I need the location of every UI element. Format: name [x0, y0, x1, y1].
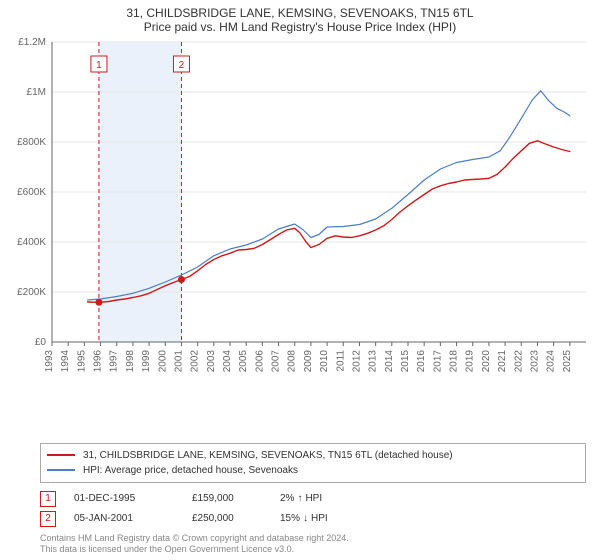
footer-line-1: Contains HM Land Registry data © Crown c… — [40, 533, 586, 545]
x-tick-label: 2004 — [222, 350, 233, 373]
x-tick-label: 2010 — [319, 350, 330, 373]
annotation-suffix: HPI — [311, 513, 328, 524]
legend-row: HPI: Average price, detached house, Seve… — [47, 463, 579, 478]
legend-label: 31, CHILDSBRIDGE LANE, KEMSING, SEVENOAK… — [83, 448, 453, 463]
x-tick-label: 2009 — [303, 350, 314, 373]
annotation-suffix: HPI — [305, 493, 322, 504]
y-tick-label: £600K — [17, 187, 46, 198]
title-line-1: 31, CHILDSBRIDGE LANE, KEMSING, SEVENOAK… — [8, 6, 592, 20]
legend: 31, CHILDSBRIDGE LANE, KEMSING, SEVENOAK… — [40, 443, 586, 483]
x-tick-label: 2007 — [271, 350, 282, 373]
x-tick-label: 2002 — [190, 350, 201, 373]
footer-line-2: This data is licensed under the Open Gov… — [40, 544, 586, 556]
x-tick-label: 1999 — [141, 350, 152, 373]
annotation-row: 1 01-DEC-1995 £159,000 2%↑HPI — [40, 489, 586, 509]
x-tick-label: 1996 — [93, 350, 104, 373]
x-tick-label: 2013 — [368, 350, 379, 373]
x-tick-label: 2019 — [465, 350, 476, 373]
x-tick-label: 2017 — [432, 350, 443, 373]
annotation-marker: 2 — [40, 511, 56, 527]
y-tick-label: £1.2M — [18, 38, 46, 48]
x-tick-label: 2000 — [157, 350, 168, 373]
annotation-date: 05-JAN-2001 — [74, 513, 174, 524]
y-tick-label: £800K — [17, 137, 46, 148]
legend-label: HPI: Average price, detached house, Seve… — [83, 463, 298, 478]
annotation-pct: 15%↓HPI — [280, 513, 370, 524]
x-tick-label: 2014 — [384, 350, 395, 373]
x-tick-label: 1995 — [76, 350, 87, 373]
annotation-marker: 1 — [40, 491, 56, 507]
x-tick-label: 2021 — [497, 350, 508, 373]
annotation-price: £250,000 — [192, 513, 262, 524]
x-tick-label: 2023 — [529, 350, 540, 373]
x-tick-label: 2012 — [351, 350, 362, 373]
annotation-pct-value: 15% — [280, 513, 300, 524]
x-tick-label: 1993 — [44, 350, 55, 373]
annotation-table: 101-DEC-1995£159,0002%↑HPI205-JAN-2001£2… — [40, 489, 586, 529]
legend-row: 31, CHILDSBRIDGE LANE, KEMSING, SEVENOAK… — [47, 448, 579, 463]
arrow-down-icon: ↓ — [303, 513, 308, 524]
x-tick-label: 2011 — [335, 350, 346, 372]
y-tick-label: £0 — [35, 337, 47, 348]
legend-swatch — [47, 454, 75, 456]
y-tick-label: £400K — [17, 237, 46, 248]
x-tick-label: 2022 — [513, 350, 524, 373]
x-tick-label: 2018 — [449, 350, 460, 373]
annotation-pct: 2%↑HPI — [280, 493, 370, 504]
footer-attribution: Contains HM Land Registry data © Crown c… — [40, 533, 586, 556]
x-tick-label: 2024 — [546, 350, 557, 373]
marker-dot — [95, 299, 102, 306]
x-tick-label: 2020 — [481, 350, 492, 373]
x-tick-label: 2016 — [416, 350, 427, 373]
chart-titles: 31, CHILDSBRIDGE LANE, KEMSING, SEVENOAK… — [8, 6, 592, 34]
x-tick-label: 2003 — [206, 350, 217, 373]
annotation-row: 2 05-JAN-2001 £250,000 15%↓HPI — [40, 509, 586, 529]
x-tick-label: 2015 — [400, 350, 411, 373]
x-tick-label: 1998 — [125, 350, 136, 373]
annotation-date: 01-DEC-1995 — [74, 493, 174, 504]
marker-label: 1 — [96, 60, 102, 71]
x-tick-label: 1994 — [60, 350, 71, 373]
x-tick-label: 2025 — [562, 350, 573, 373]
x-tick-label: 2001 — [173, 350, 184, 373]
marker-dot — [178, 276, 185, 283]
annotation-pct-value: 2% — [280, 493, 294, 504]
marker-label: 2 — [179, 60, 185, 71]
chart-area: £0 £200K £400K £600K £800K £1M £1.2M 1993 1994 19… — [8, 38, 592, 439]
title-line-2: Price paid vs. HM Land Registry's House … — [8, 20, 592, 34]
y-tick-label: £1M — [27, 87, 46, 98]
annotation-price: £159,000 — [192, 493, 262, 504]
x-tick-label: 2008 — [287, 350, 298, 373]
x-tick-label: 2006 — [254, 350, 265, 373]
price-chart: £0 £200K £400K £600K £800K £1M £1.2M 1993 1994 19… — [8, 38, 592, 378]
x-tick-label: 1997 — [109, 350, 120, 373]
x-tick-label: 2005 — [238, 350, 249, 373]
y-tick-label: £200K — [17, 287, 46, 298]
arrow-up-icon: ↑ — [297, 493, 302, 504]
legend-swatch — [47, 469, 75, 471]
